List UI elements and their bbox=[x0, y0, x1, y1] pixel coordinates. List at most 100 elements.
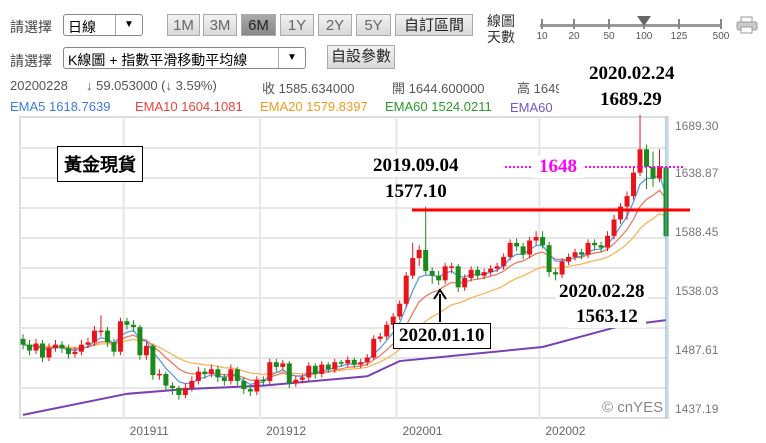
candle-body bbox=[234, 369, 240, 381]
quote-close: 收 1585.634000 bbox=[262, 81, 355, 96]
x-axis-label: 201912 bbox=[266, 424, 307, 438]
candle-body bbox=[254, 379, 260, 392]
candle-body bbox=[306, 365, 312, 378]
legend-ema60: EMA60 1524.0211 bbox=[385, 99, 492, 114]
candle-body bbox=[462, 277, 468, 288]
candle-body bbox=[59, 344, 65, 349]
y-axis-label: 1689.30 bbox=[675, 119, 719, 133]
candle-body bbox=[332, 362, 338, 370]
days-tick-mark[interactable] bbox=[608, 19, 610, 29]
candle-body bbox=[104, 330, 110, 343]
candle-body bbox=[494, 266, 500, 269]
candle-body bbox=[618, 206, 624, 220]
annotation-ref-date: 2019.09.04 bbox=[370, 155, 462, 177]
candle-body bbox=[533, 237, 539, 241]
candle-body bbox=[410, 258, 416, 276]
candle-body bbox=[91, 330, 97, 343]
candle-body bbox=[423, 249, 429, 271]
annotation-top-value: 1689.29 bbox=[600, 89, 662, 110]
candle-body bbox=[644, 149, 650, 167]
range-button-6m[interactable]: 6M bbox=[241, 14, 276, 36]
days-tick-label[interactable]: 20 bbox=[568, 31, 580, 42]
select-label: 請選擇 bbox=[10, 19, 52, 35]
candle-body bbox=[449, 266, 455, 268]
days-tick-label[interactable]: 10 bbox=[536, 31, 548, 42]
quote-high: 高 1649 bbox=[517, 81, 559, 96]
candle-body bbox=[143, 345, 149, 356]
candle-body bbox=[598, 245, 604, 248]
days-slider-track[interactable] bbox=[540, 24, 722, 27]
custom-params-button[interactable]: 自設參數 bbox=[327, 45, 395, 69]
candle-body bbox=[247, 389, 253, 392]
candle-body bbox=[195, 371, 201, 381]
candle-body bbox=[65, 348, 71, 355]
annotation-top-date: 2020.02.24 bbox=[589, 63, 675, 84]
range-button-5y[interactable]: 5Y bbox=[356, 14, 391, 36]
candle-body bbox=[52, 344, 58, 349]
range-button-2y[interactable]: 2Y bbox=[318, 14, 352, 36]
candle-body bbox=[624, 196, 630, 207]
candle-body bbox=[579, 252, 585, 255]
y-axis-label: 1437.19 bbox=[675, 401, 719, 416]
candle-body bbox=[182, 387, 188, 395]
candle-body bbox=[85, 342, 91, 345]
candle-body bbox=[189, 380, 195, 388]
candle-body bbox=[345, 359, 351, 364]
candle-body bbox=[241, 380, 247, 390]
days-slider-handle[interactable] bbox=[637, 16, 651, 26]
days-tick-mark[interactable] bbox=[541, 19, 543, 29]
quote-open: 開 1644.600000 bbox=[392, 81, 485, 96]
ema5-line bbox=[22, 173, 667, 386]
candle-body bbox=[605, 235, 611, 248]
y-axis-label: 1538.03 bbox=[675, 283, 719, 298]
days-tick-mark[interactable] bbox=[720, 19, 722, 29]
candle-body bbox=[572, 252, 578, 257]
period-select[interactable]: 日線 ▼ bbox=[63, 14, 143, 36]
candle-body bbox=[585, 242, 591, 255]
candle-body bbox=[150, 345, 156, 376]
candle-body bbox=[78, 344, 84, 352]
candle-body bbox=[124, 321, 130, 325]
cnyes-watermark: © cnYES bbox=[602, 399, 664, 416]
chevron-down-icon: ▼ bbox=[278, 48, 305, 68]
candle-body bbox=[657, 166, 663, 179]
candle-body bbox=[46, 348, 52, 358]
days-tick-mark[interactable] bbox=[678, 19, 680, 29]
chevron-down-icon: ▼ bbox=[115, 15, 142, 35]
days-label-line1: 線圖 bbox=[487, 13, 515, 29]
range-button-1m[interactable]: 1M bbox=[167, 14, 200, 36]
custom-range-button[interactable]: 自訂區間 bbox=[395, 14, 473, 36]
days-tick-label[interactable]: 100 bbox=[635, 31, 653, 42]
days-tick-label[interactable]: 500 bbox=[712, 31, 730, 42]
legend-ema10: EMA10 1604.1081 bbox=[135, 99, 243, 114]
legend-ema5: EMA5 1618.7639 bbox=[10, 99, 111, 114]
days-label-line2: 天數 bbox=[487, 29, 515, 45]
y-axis-label: 1638.87 bbox=[675, 166, 719, 180]
days-tick-mark[interactable] bbox=[573, 19, 575, 29]
candle-body bbox=[559, 261, 565, 275]
legend-ema20: EMA20 1579.8397 bbox=[260, 99, 368, 114]
candle-body bbox=[72, 351, 78, 355]
ema-long-line bbox=[22, 319, 667, 416]
days-label: 線圖 天數 bbox=[487, 13, 515, 45]
candle-body bbox=[208, 369, 214, 374]
candle-body bbox=[202, 371, 208, 374]
printer-icon[interactable] bbox=[736, 16, 758, 34]
range-button-3m[interactable]: 3M bbox=[203, 14, 237, 36]
candle-body bbox=[507, 242, 513, 257]
candle-body bbox=[156, 373, 162, 376]
candle-body bbox=[371, 338, 377, 358]
candle-body bbox=[611, 219, 617, 236]
days-tick-label[interactable]: 50 bbox=[603, 31, 615, 42]
range-button-1y[interactable]: 1Y bbox=[280, 14, 314, 36]
candle-body bbox=[176, 387, 182, 395]
candle-body bbox=[436, 275, 442, 281]
candle-body bbox=[501, 256, 507, 267]
candle-body bbox=[98, 330, 104, 333]
chart-type-select[interactable]: K線圖 + 指數平滑移動平均線 ▼ bbox=[63, 47, 306, 69]
candle-body bbox=[468, 269, 474, 278]
days-tick-label[interactable]: 125 bbox=[670, 31, 688, 42]
candle-body bbox=[273, 362, 279, 367]
annotation-arrow-date: 2020.01.10 bbox=[393, 323, 491, 349]
candle-body bbox=[293, 379, 299, 384]
